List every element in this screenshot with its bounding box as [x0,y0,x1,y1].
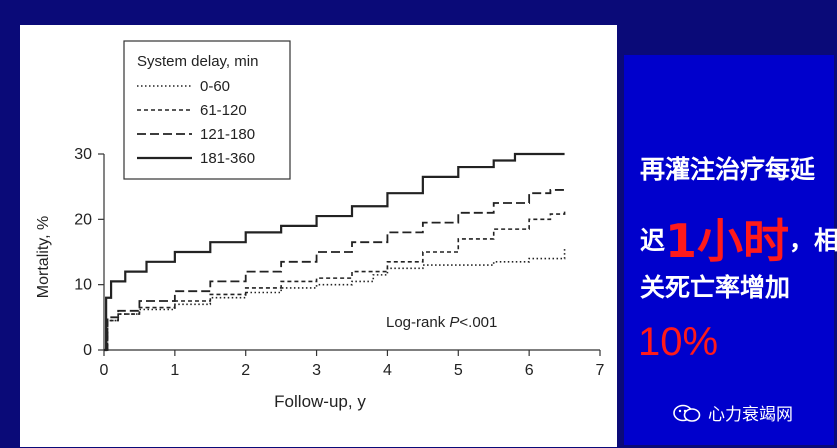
curves [104,152,566,352]
y-tick-label: 30 [74,146,92,163]
statement-line-2: 迟1小时，相 [640,205,837,271]
legend-label-0-60: 0-60 [200,78,230,95]
series-line-121-180 [104,186,566,351]
legend-title: System delay, min [137,53,258,70]
x-tick-label: 6 [525,362,534,379]
annotation-logrank: Log-rank P<.001 [386,314,497,331]
chart-panel: 0 1 2 3 4 5 6 7 0 10 20 30 System delay, min 0-60 61… [20,25,617,447]
watermark: 心力衰竭网 [672,400,793,425]
axes: 0 1 2 3 4 5 6 7 0 10 20 30 [74,146,604,379]
statement-line-2-suffix: ，相 [789,226,837,255]
x-tick-label: 4 [383,362,392,379]
right-blue-panel [624,55,834,445]
x-tick-label: 1 [170,362,179,379]
survival-chart: 0 1 2 3 4 5 6 7 0 10 20 30 System delay, min 0-60 61… [35,40,605,411]
highlight-one-hour: 1小时 [665,214,790,268]
y-tick-label: 20 [74,211,92,228]
y-tick-label: 10 [74,277,92,294]
wechat-icon [673,404,701,422]
x-tick-label: 0 [100,362,109,379]
watermark-text: 心力衰竭网 [708,405,793,425]
y-axis-label: Mortality, % [35,216,52,298]
series-line-181-360 [104,152,565,352]
legend-label-61-120: 61-120 [200,102,247,119]
x-tick-label: 7 [596,362,605,379]
x-axis-label: Follow-up, y [274,392,366,411]
statement-line-1: 再灌注治疗每延 [640,155,816,184]
x-tick-label: 3 [312,362,321,379]
series-line-0-60 [104,248,566,351]
highlight-percent: 10% [638,320,719,364]
x-tick-label: 2 [241,362,250,379]
legend-label-181-360: 181-360 [200,150,255,167]
statement-line-3: 关死亡率增加 [640,273,791,302]
legend-label-121-180: 121-180 [200,126,255,143]
y-tick-label: 0 [83,342,92,359]
legend: System delay, min 0-60 61-120 121-180 181-3… [123,40,291,180]
statement-line-2-prefix: 迟 [640,226,666,255]
x-tick-label: 5 [454,362,463,379]
series-line-61-120 [104,209,566,351]
